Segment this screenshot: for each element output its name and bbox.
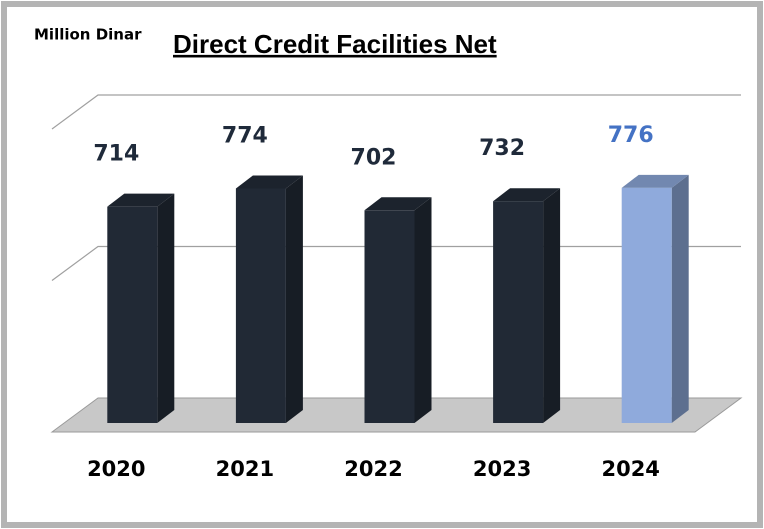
bar-top: [493, 188, 561, 202]
bar: [107, 206, 158, 423]
data-label: 776: [608, 123, 654, 148]
bar-side: [414, 197, 432, 423]
x-tick-label: 2023: [473, 457, 531, 481]
bar: [493, 201, 544, 423]
unit-label: Million Dinar: [34, 26, 142, 44]
x-tick-label: 2021: [216, 457, 274, 481]
data-label: 732: [479, 136, 525, 161]
x-tick-label: 2022: [344, 457, 402, 481]
bar-top: [364, 197, 432, 211]
bar: [235, 188, 286, 423]
bar: [621, 187, 672, 423]
data-label: 774: [222, 123, 268, 148]
bar-side: [671, 174, 689, 423]
data-label: 714: [93, 142, 139, 167]
bar-top: [621, 174, 689, 188]
bar-top: [235, 175, 303, 189]
x-tick-label: 2020: [87, 457, 145, 481]
bar-side: [157, 193, 175, 423]
bar-side: [285, 175, 303, 423]
grid-line: [51, 94, 741, 130]
bar: [364, 210, 415, 423]
chart-title: Direct Credit Facilities Net: [173, 29, 497, 59]
data-label: 702: [351, 145, 397, 170]
bar-side: [543, 188, 561, 423]
bar-top: [107, 193, 175, 207]
x-tick-label: 2024: [601, 457, 659, 481]
